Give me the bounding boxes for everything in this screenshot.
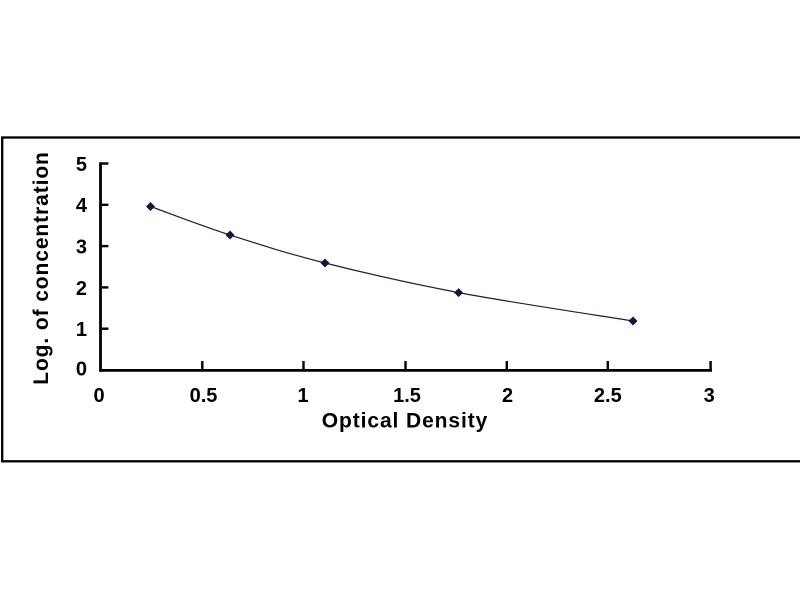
svg-text:0: 0 — [93, 385, 104, 407]
svg-text:Log. of concentration: Log. of concentration — [30, 151, 53, 385]
svg-text:Optical Density: Optical Density — [322, 410, 488, 433]
svg-text:3: 3 — [76, 236, 87, 258]
svg-text:1: 1 — [76, 319, 87, 341]
svg-text:2: 2 — [76, 278, 87, 300]
svg-text:4: 4 — [76, 195, 88, 217]
svg-text:5: 5 — [76, 154, 87, 176]
svg-text:0.5: 0.5 — [190, 385, 218, 407]
svg-text:1: 1 — [297, 385, 308, 407]
svg-text:0: 0 — [76, 359, 87, 381]
svg-text:2.5: 2.5 — [594, 385, 622, 407]
svg-text:2: 2 — [502, 385, 513, 407]
svg-text:1.5: 1.5 — [393, 385, 421, 407]
svg-text:3: 3 — [704, 385, 715, 407]
